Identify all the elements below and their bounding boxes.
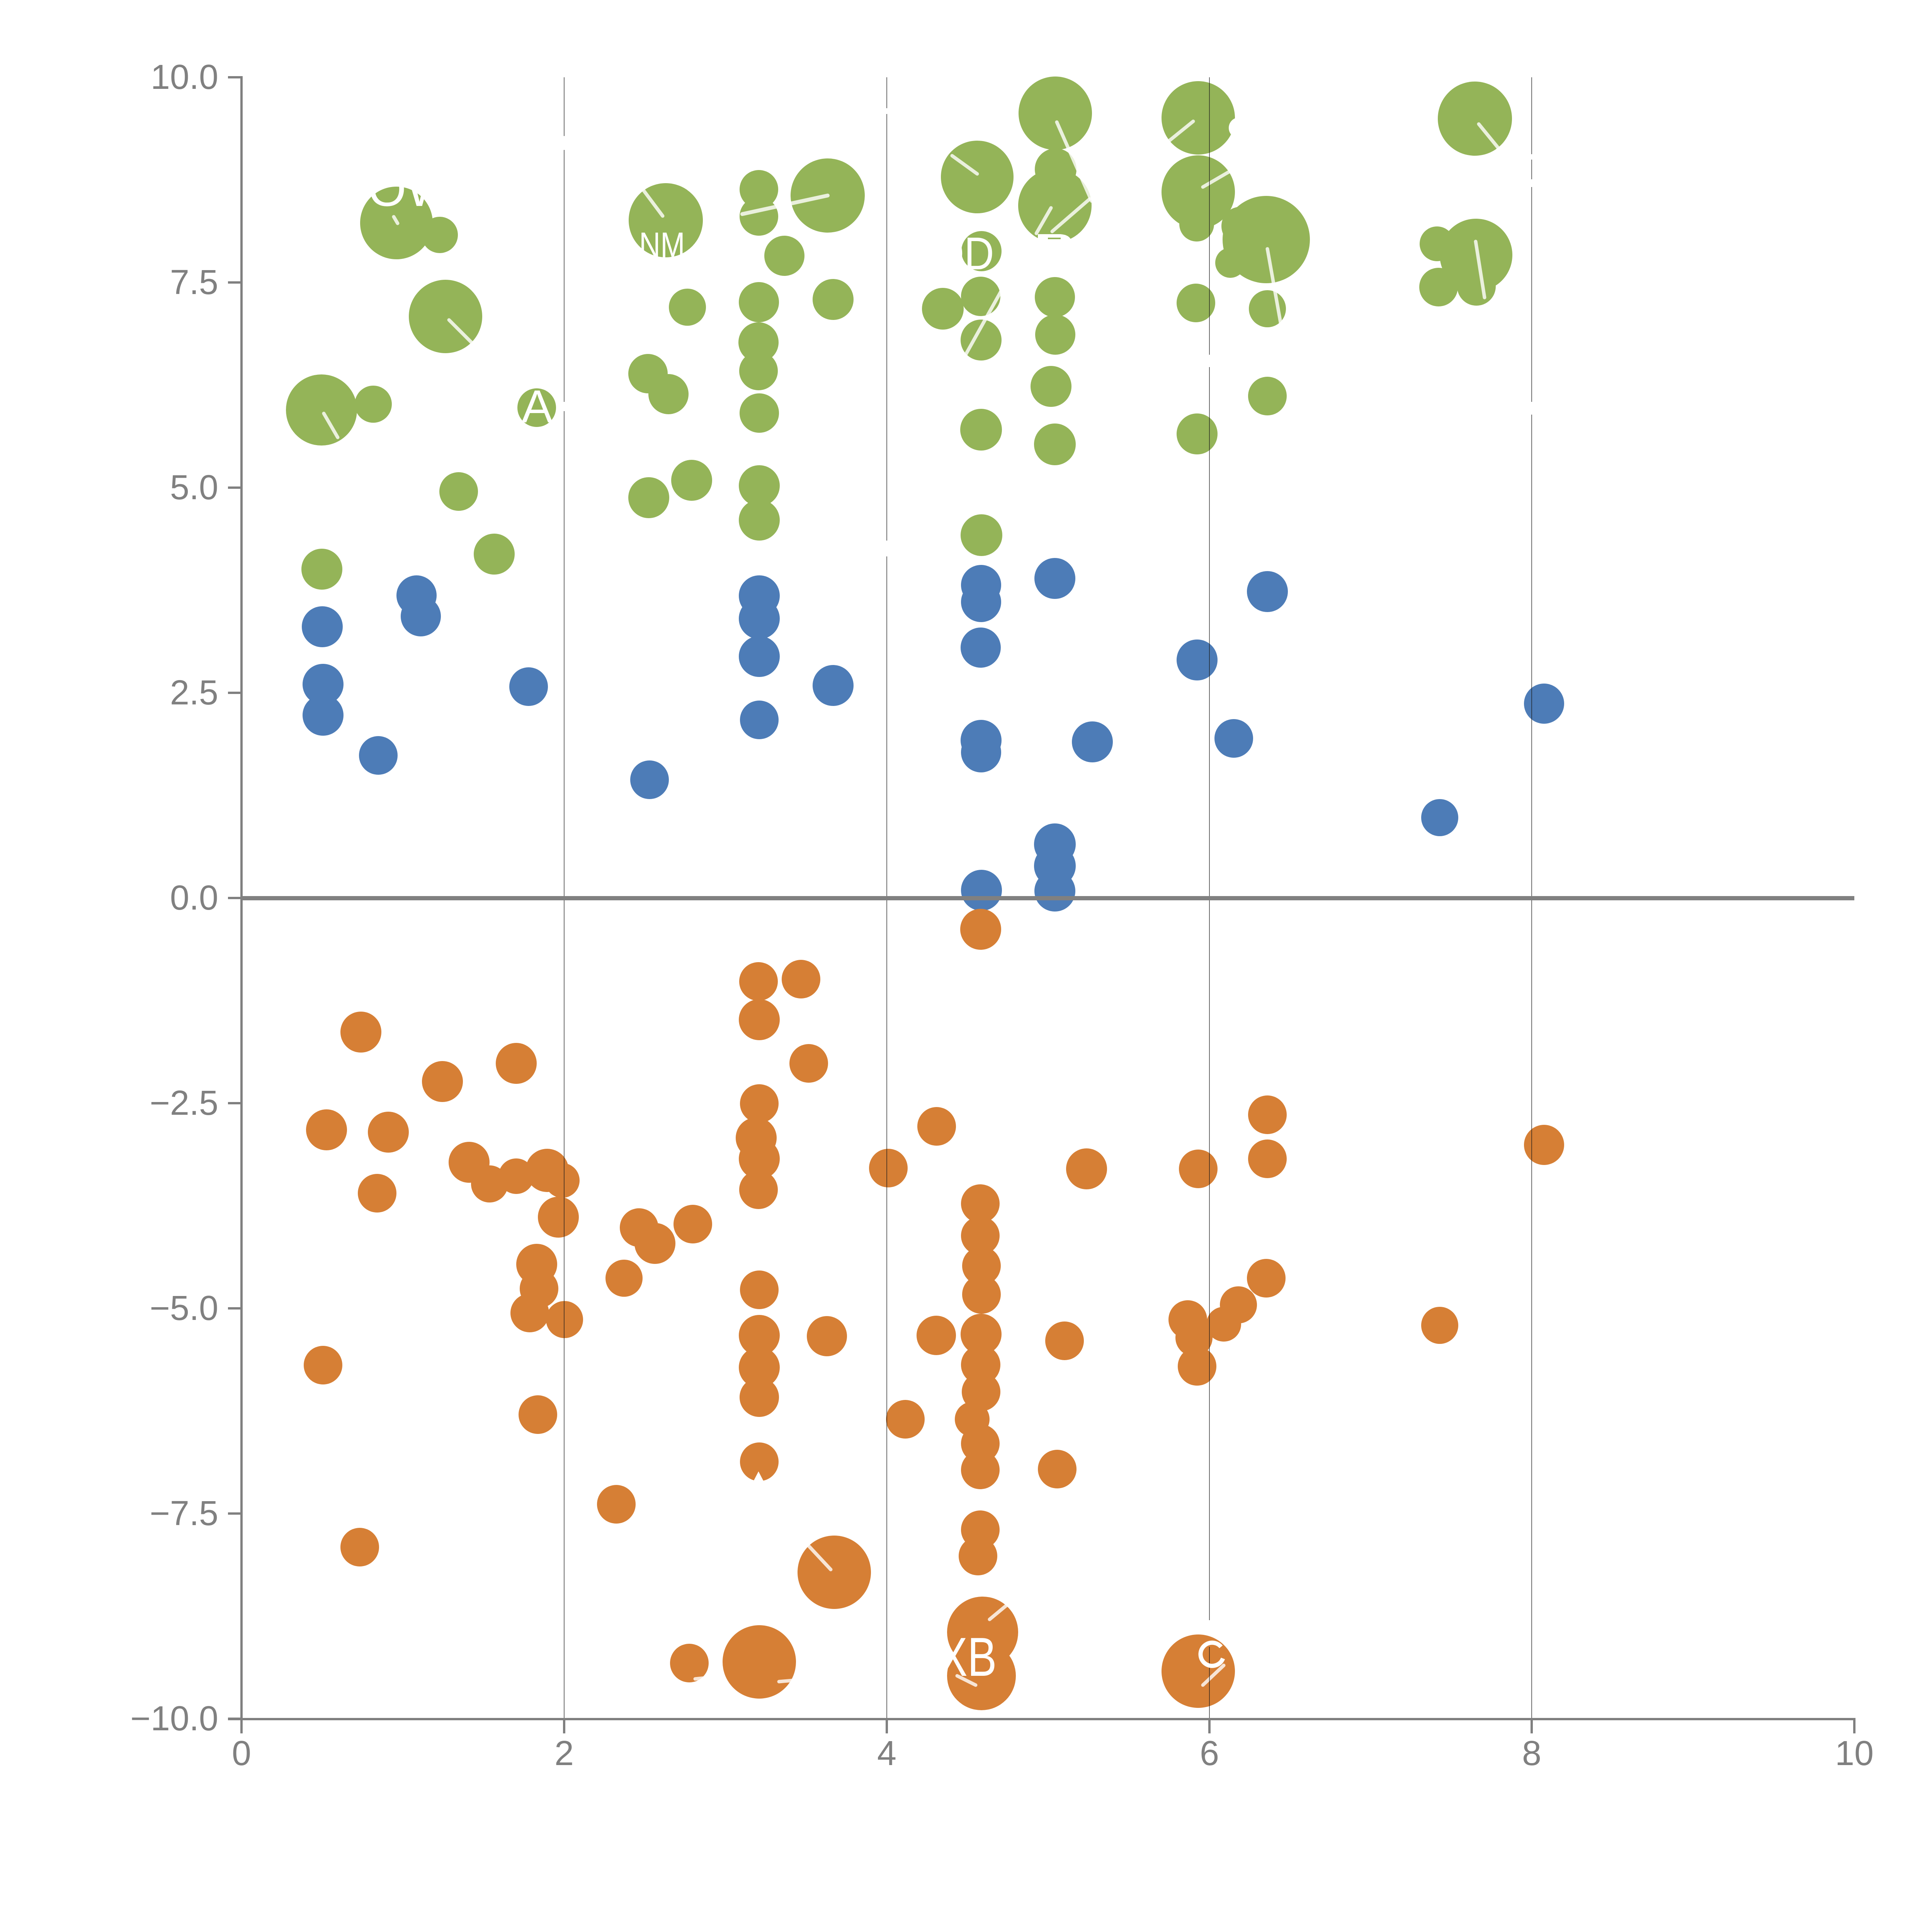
- svg-text:0.0: 0.0: [170, 879, 218, 917]
- svg-text:6: 6: [1200, 1734, 1219, 1773]
- svg-text:10: 10: [1835, 1734, 1874, 1773]
- svg-text:2: 2: [554, 1734, 574, 1773]
- svg-text:OD: OD: [932, 228, 994, 279]
- svg-text:8: 8: [1522, 1734, 1541, 1773]
- svg-text:5.0: 5.0: [170, 468, 218, 507]
- svg-text:−10.0: −10.0: [130, 1699, 218, 1738]
- svg-text:−2.5: −2.5: [150, 1084, 218, 1122]
- svg-text:A: A: [522, 381, 553, 432]
- svg-text:2.5: 2.5: [170, 673, 218, 712]
- svg-text:4: 4: [877, 1734, 896, 1773]
- svg-text:10.0: 10.0: [151, 58, 218, 97]
- svg-text:0: 0: [232, 1734, 251, 1773]
- svg-text:OW: OW: [368, 162, 453, 217]
- svg-text:−5.0: −5.0: [150, 1289, 218, 1328]
- svg-text:7.5: 7.5: [170, 263, 218, 302]
- svg-text:XB: XB: [938, 1627, 997, 1688]
- svg-text:NM: NM: [639, 225, 685, 265]
- svg-text:−7.5: −7.5: [150, 1494, 218, 1533]
